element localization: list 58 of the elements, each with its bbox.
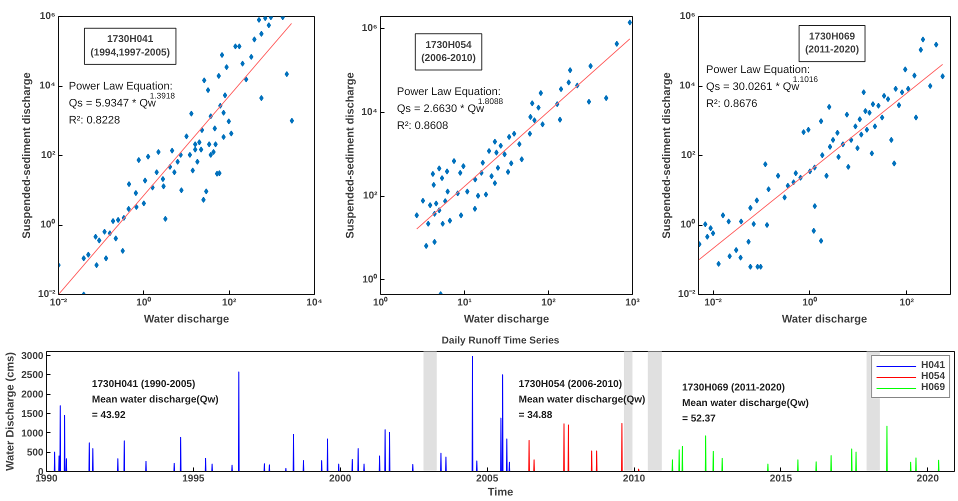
annotation: 1730H054 (2006-2010) Mean water discharge(Qw) = 34.88 bbox=[518, 379, 646, 422]
x-tick-label: 10⁰ bbox=[372, 296, 388, 308]
x-tick-label: 10¹ bbox=[457, 298, 472, 308]
x-tick-label: 10² bbox=[541, 298, 556, 308]
annotation: 1730H054 (2006-2010) bbox=[421, 40, 476, 64]
x-tick-label: 2010 bbox=[622, 474, 646, 484]
y-tick-label: 10² bbox=[363, 190, 378, 202]
y-tick-label: 2500 bbox=[21, 370, 44, 382]
legend-label: H041 bbox=[921, 360, 945, 371]
x-tick-label: 2005 bbox=[476, 474, 499, 484]
x-tick-label: 10⁰ bbox=[802, 296, 818, 308]
x-tick-label: 2020 bbox=[916, 474, 940, 484]
x-tick-label: 10⁰ bbox=[136, 296, 152, 308]
x-tick-label: 10³ bbox=[625, 298, 640, 308]
text: Power Law Equation: Qs = 5.9347 * Qw1.3918 R²: 0.8228 bbox=[68, 80, 176, 127]
annotation: 1730H041 (1994,1997-2005) bbox=[90, 34, 170, 58]
legend-label: H054 bbox=[921, 371, 945, 382]
annotation: 1730H069 (2011-2020) Mean water discharge(Qw) = 52.37 bbox=[682, 382, 809, 425]
y-tick-label: 1000 bbox=[21, 428, 44, 440]
x-tick-label: 10² bbox=[222, 298, 238, 308]
y-tick-label: 10⁻² bbox=[38, 289, 56, 300]
y-axis-title: Suspended-sediment discharge bbox=[344, 72, 356, 239]
x-tick-label: 2015 bbox=[770, 474, 792, 484]
y-tick-label: 10² bbox=[681, 150, 696, 161]
y-tick-label: 10⁰ bbox=[680, 218, 696, 230]
x-axis-title: Water discharge bbox=[782, 314, 868, 326]
legend-label: H069 bbox=[921, 382, 945, 393]
chart-title: Daily Runoff Time Series bbox=[442, 336, 560, 346]
x-axis-title: Water discharge bbox=[144, 314, 230, 326]
y-tick-label: 10⁶ bbox=[680, 11, 696, 22]
y-tick-label: 10⁴ bbox=[679, 80, 696, 92]
y-tick-label: 10⁶ bbox=[362, 23, 378, 34]
y-tick-label: 2000 bbox=[21, 390, 44, 401]
y-axis-title: Suspended-sediment discharge bbox=[661, 72, 674, 239]
x-tick-label: 10⁻² bbox=[704, 298, 722, 308]
text: Power Law Equation: Qs = 2.6630 * Qw1.8088 R²: 0.8608 bbox=[396, 86, 504, 132]
x-axis-title: Time bbox=[488, 486, 514, 498]
y-tick-label: 10⁴ bbox=[39, 80, 56, 92]
x-tick-label: 2000 bbox=[329, 474, 352, 484]
annotation: 1730H041 (1990-2005) Mean water discharge(Qw) = 43.92 bbox=[92, 379, 219, 422]
y-tick-label: 3000 bbox=[21, 350, 44, 362]
y-tick-label: 10⁶ bbox=[40, 11, 56, 22]
y-tick-label: 10⁰ bbox=[362, 273, 378, 286]
x-axis-title: Water discharge bbox=[464, 314, 550, 326]
y-tick-label: 500 bbox=[26, 448, 44, 459]
y-tick-label: 10⁻² bbox=[678, 289, 696, 300]
y-tick-label: 10⁴ bbox=[361, 106, 378, 118]
annotation: 1730H069 (2011-2020) bbox=[805, 31, 860, 56]
y-tick-label: 10² bbox=[41, 150, 56, 161]
x-tick-label: 10⁴ bbox=[306, 298, 323, 308]
x-tick-label: 1995 bbox=[182, 474, 205, 484]
text: Power Law Equation: Qs = 30.0261 * Qw1.1016 R²: 0.8676 bbox=[706, 64, 818, 110]
y-tick-label: 1500 bbox=[21, 408, 44, 420]
x-tick-label: 10⁻² bbox=[50, 298, 68, 308]
y-tick-label: 10⁰ bbox=[40, 218, 56, 230]
x-tick-label: 10² bbox=[900, 298, 915, 308]
y-axis-title: Water Discharge (cms) bbox=[4, 352, 16, 471]
y-axis-title: Suspended-sediment discharge bbox=[21, 72, 34, 239]
